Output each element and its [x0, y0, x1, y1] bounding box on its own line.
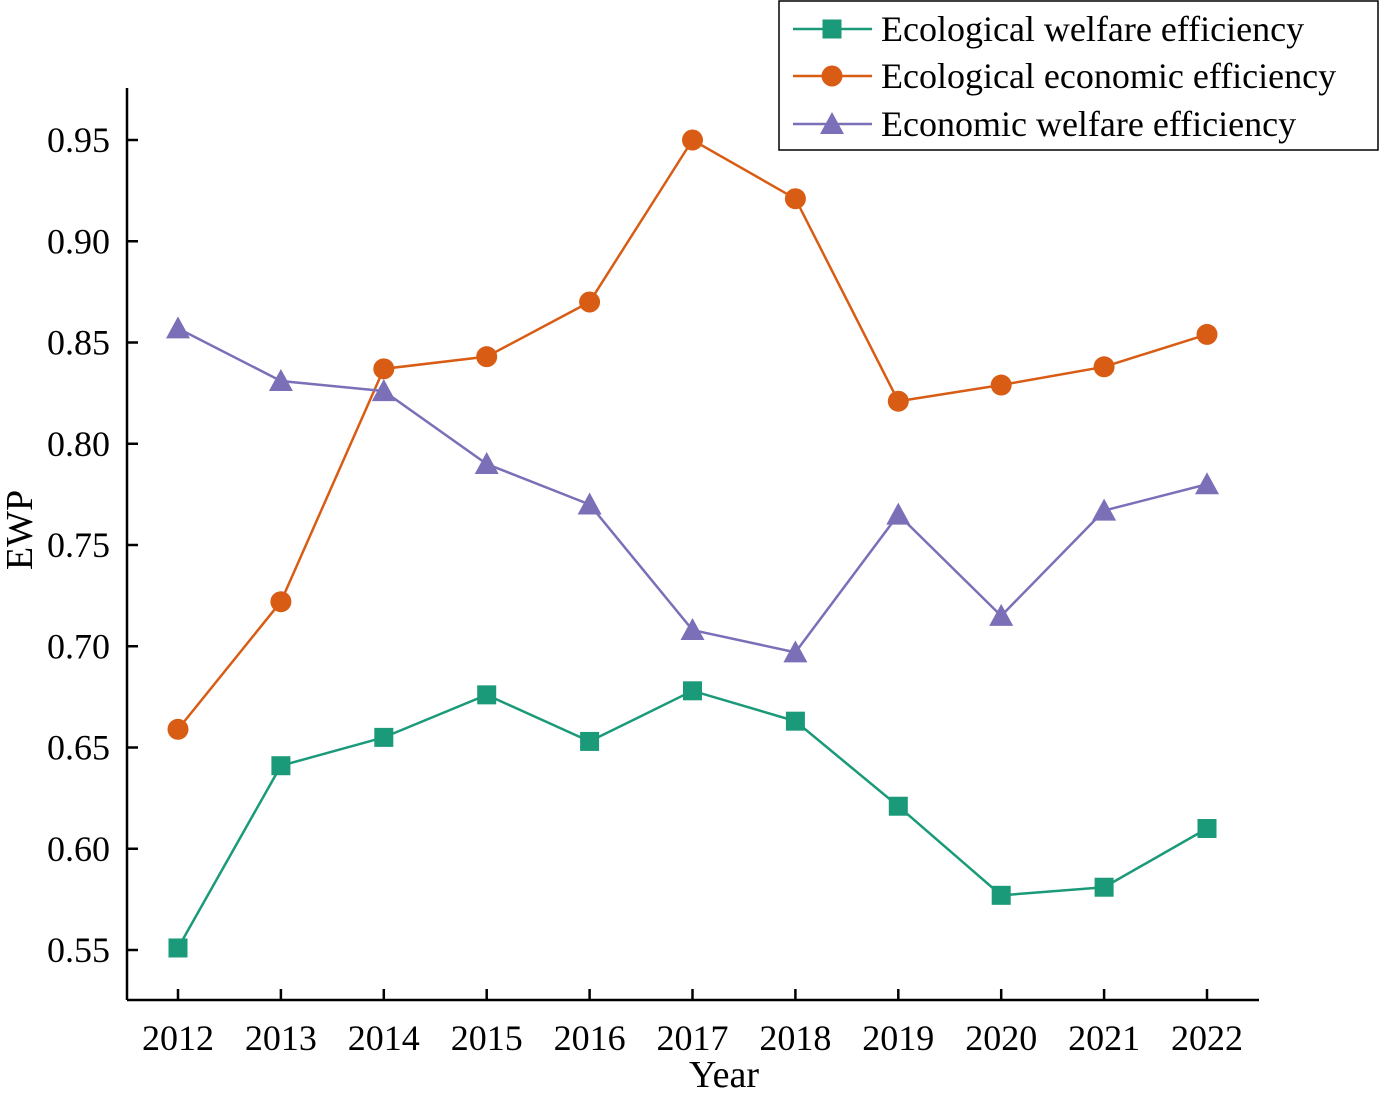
legend-marker: [820, 112, 844, 134]
data-point: [579, 291, 601, 313]
x-tick-label: 2015: [451, 1018, 523, 1058]
data-point: [476, 346, 498, 368]
data-point: [991, 885, 1011, 905]
legend-marker: [822, 19, 842, 39]
legend-marker: [821, 65, 843, 87]
x-tick-label: 2018: [759, 1018, 831, 1058]
data-point: [1196, 323, 1218, 345]
y-tick-label: 0.55: [47, 930, 110, 970]
x-tick-label: 2020: [965, 1018, 1037, 1058]
axes: 0.55 0.60 0.65 0.70 0.75 0.80 0.85 0.90 0.95 2012…: [0, 88, 1259, 1093]
data-point: [989, 603, 1014, 626]
y-tick-label: 0.60: [47, 829, 110, 869]
data-point: [1093, 356, 1115, 378]
data-point: [990, 374, 1012, 396]
data-point: [167, 718, 189, 740]
data-point: [371, 379, 396, 402]
data-point: [887, 390, 909, 412]
series-triangle: [166, 316, 1219, 663]
series-layer: [166, 129, 1219, 958]
data-point: [886, 502, 911, 525]
y-tick-label: 0.70: [47, 626, 110, 666]
legend-box: [778, 0, 1379, 151]
y-tick-label: 0.95: [47, 120, 110, 160]
y-tick-label: 0.85: [47, 323, 110, 363]
x-tick-label: 2017: [657, 1018, 729, 1058]
data-point: [268, 368, 293, 391]
legend-label: Ecological economic efficiency: [881, 56, 1336, 96]
data-point: [1094, 877, 1114, 897]
data-point: [785, 711, 805, 731]
data-point: [474, 452, 499, 474]
data-point: [373, 358, 395, 380]
data-point: [166, 316, 190, 339]
legend: Ecological welfare efficiency Ecological …: [778, 0, 1379, 151]
x-tick-label: 2021: [1068, 1018, 1140, 1058]
y-tick-label: 0.80: [47, 424, 110, 464]
series-line: [176, 689, 1208, 949]
x-axis-title: Year: [689, 1054, 759, 1093]
series-square: [168, 681, 1217, 958]
x-tick-label: 2014: [348, 1018, 420, 1058]
series-line: [177, 138, 1208, 731]
data-point: [1197, 819, 1217, 838]
data-point: [577, 492, 602, 515]
data-point: [168, 938, 188, 958]
data-point: [783, 640, 808, 663]
x-tick-label: 2019: [862, 1018, 934, 1058]
x-tick-label: 2022: [1171, 1018, 1243, 1058]
data-point: [683, 681, 702, 701]
series-circle: [167, 129, 1218, 740]
data-point: [888, 796, 908, 816]
data-point: [270, 591, 292, 613]
data-point: [680, 618, 705, 641]
y-tick-label: 0.75: [47, 525, 110, 565]
y-tick-label: 0.90: [47, 221, 110, 261]
y-axis-title: EWP: [0, 490, 41, 570]
legend-label: Economic welfare efficiency: [881, 104, 1296, 144]
data-point: [1195, 472, 1219, 495]
data-point: [374, 727, 394, 747]
data-point: [682, 129, 703, 151]
x-tick-label: 2016: [554, 1018, 626, 1058]
x-tick-label: 2013: [245, 1018, 317, 1058]
x-tick-label: 2012: [142, 1018, 214, 1058]
y-tick-label: 0.65: [47, 728, 110, 768]
data-point: [580, 731, 600, 751]
data-point: [1092, 498, 1117, 521]
data-point: [477, 685, 497, 705]
legend-label: Ecological welfare efficiency: [881, 9, 1304, 49]
data-point: [784, 188, 806, 210]
data-point: [271, 756, 291, 776]
